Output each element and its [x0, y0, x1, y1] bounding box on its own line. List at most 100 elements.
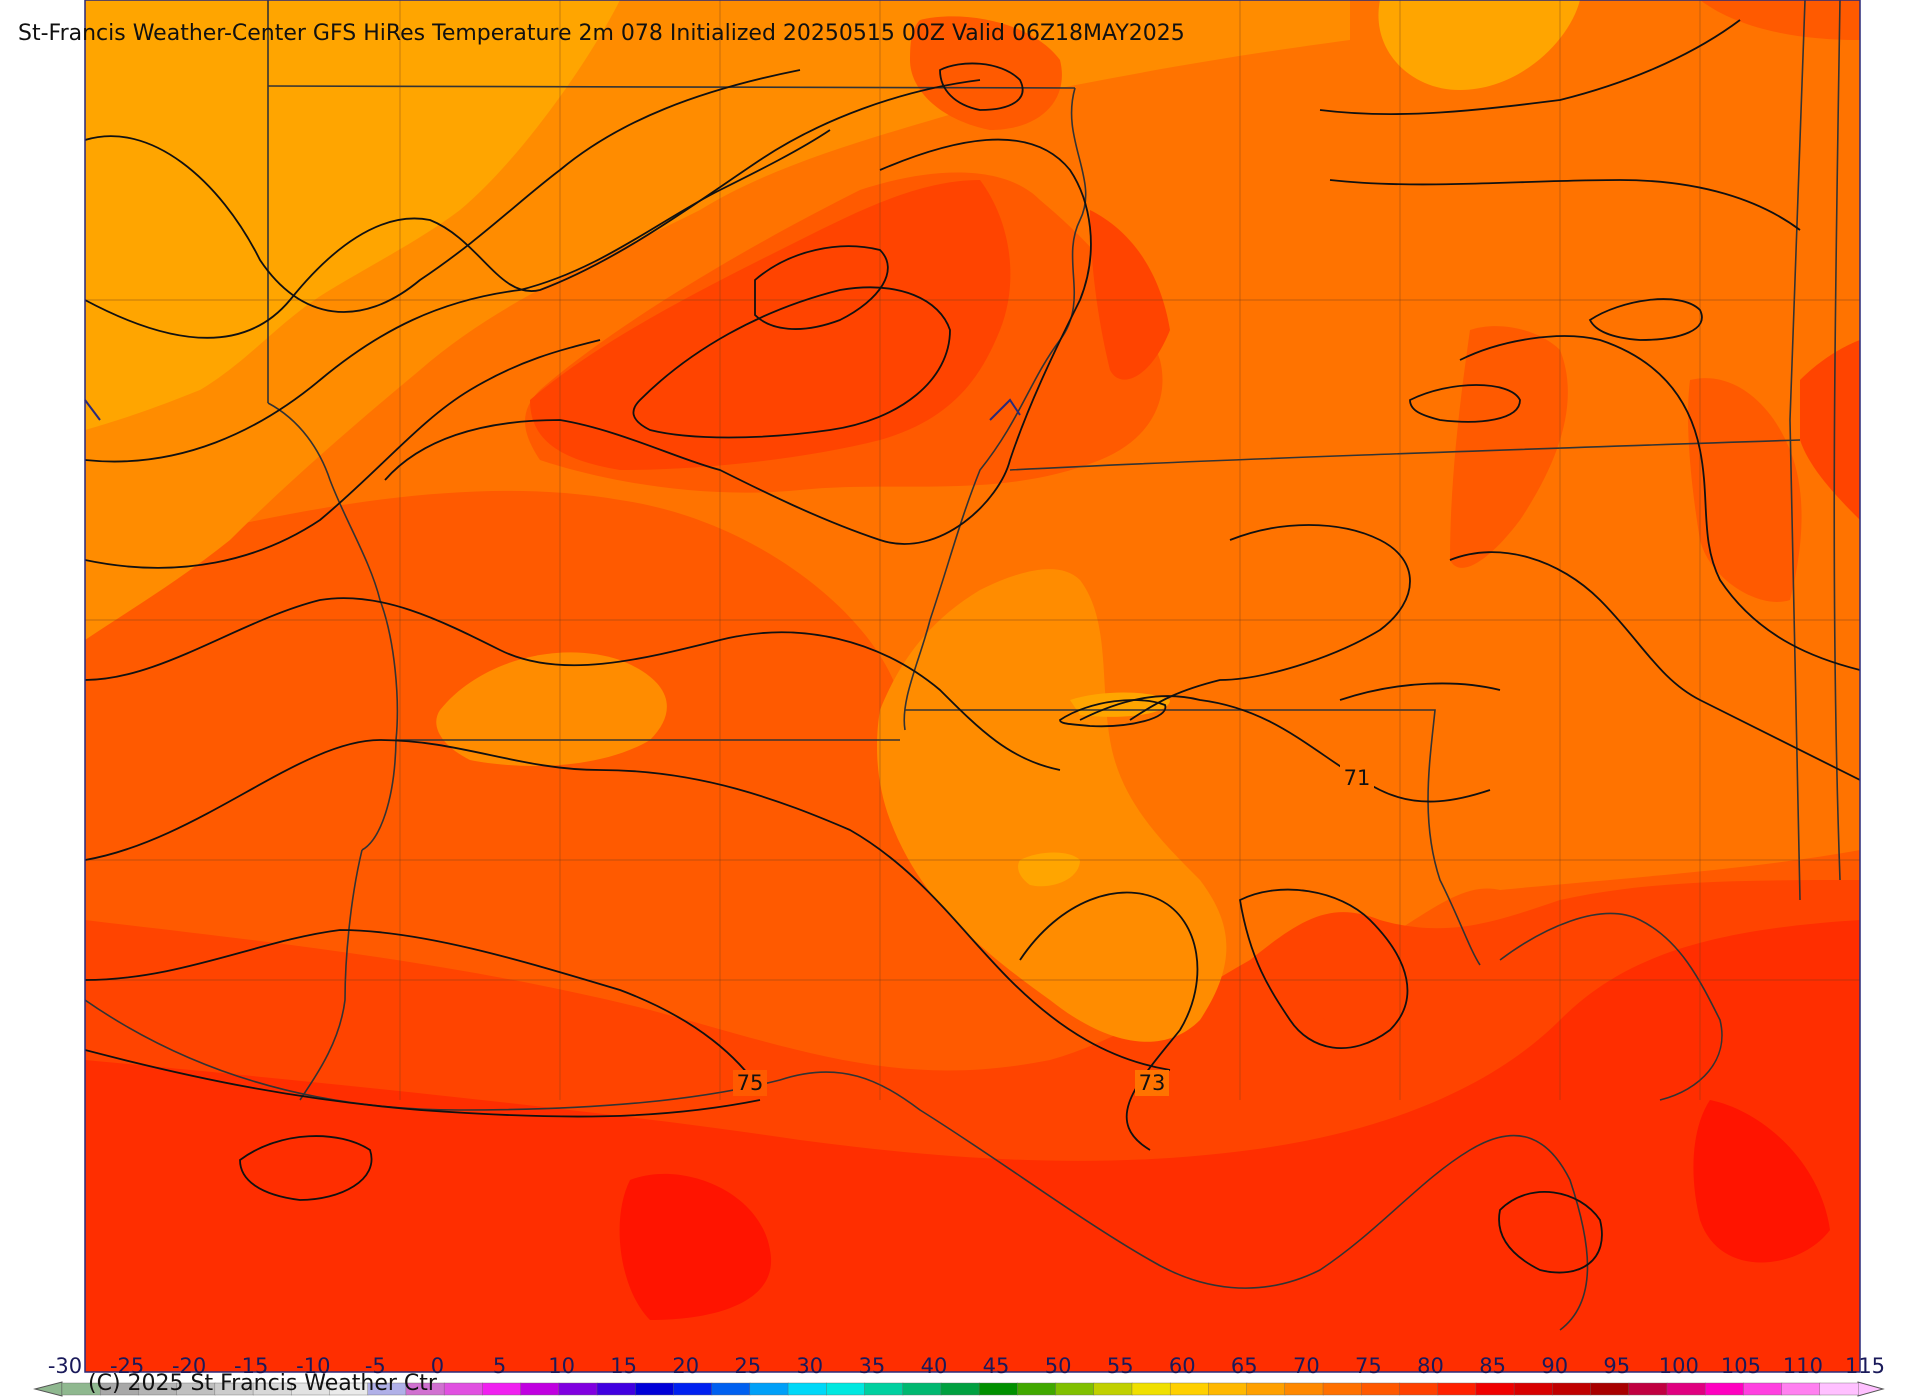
border-ms-al — [1789, 0, 1806, 901]
contour-label-71: 71 — [1344, 766, 1371, 790]
legend-tick-label: 55 — [1107, 1354, 1134, 1378]
contour-8 — [85, 929, 761, 1091]
legend-right-arrow — [1857, 1381, 1885, 1397]
contour-11 — [1079, 695, 1491, 803]
contour-19 — [1409, 384, 1521, 423]
contour-21 — [754, 245, 889, 330]
legend-tick-label: 90 — [1541, 1354, 1568, 1378]
legend-tick-label: 35 — [859, 1354, 886, 1378]
legend-tick-label: 60 — [1169, 1354, 1196, 1378]
contour-label-73-bg — [1135, 1070, 1169, 1096]
legend-tick-label: 5 — [493, 1354, 506, 1378]
fill-ms-68 — [877, 569, 1227, 1042]
fill-south-76 — [85, 920, 1860, 1372]
fill-east-72b — [1688, 378, 1802, 602]
legend-tick-label: -10 — [296, 1354, 330, 1378]
border-tn — [1009, 439, 1801, 471]
legend-left-arrow — [33, 1381, 63, 1397]
contour-26 — [1339, 682, 1501, 701]
contour-16 — [1319, 19, 1741, 116]
legend-tick-label: 10 — [548, 1354, 575, 1378]
border-al-ga — [1833, 0, 1841, 881]
fill-ms-66 — [1018, 852, 1080, 887]
legend-swatch — [787, 1382, 827, 1396]
legend-swatch — [864, 1382, 904, 1396]
county-grid-b — [399, 0, 1701, 1100]
legend-swatch — [596, 1382, 636, 1396]
contour-18 — [1588, 298, 1703, 341]
contour-5 — [384, 138, 1092, 545]
legend-swatch — [558, 1382, 598, 1396]
legend-swatch — [1322, 1382, 1362, 1396]
legend-tick-label: -30 — [48, 1354, 82, 1378]
legend-swatch — [1208, 1382, 1248, 1396]
legend-tick-label: -5 — [365, 1354, 386, 1378]
contour-label-group: 71 73 75 — [733, 765, 1374, 1096]
legend-tick-label: 25 — [734, 1354, 761, 1378]
border-la-ms — [905, 709, 1481, 966]
contour-label-71-bg — [1340, 765, 1374, 791]
legend-tick-label: 115 — [1845, 1354, 1885, 1378]
legend-swatch — [978, 1382, 1019, 1396]
legend-tick-label: 100 — [1659, 1354, 1699, 1378]
legend-swatch — [826, 1382, 866, 1396]
legend-swatch — [1819, 1382, 1859, 1396]
legend-swatch — [482, 1382, 522, 1396]
contour-1 — [85, 69, 801, 313]
county-lines — [85, 0, 1860, 1100]
coast-gulf — [85, 912, 1723, 1331]
contour-label-75: 75 — [737, 1071, 764, 1095]
legend-tick-label: 15 — [610, 1354, 637, 1378]
legend-tick-label: 30 — [796, 1354, 823, 1378]
contour-24 — [1498, 1190, 1603, 1274]
legend-swatch — [1399, 1382, 1439, 1396]
legend-swatch — [1590, 1382, 1630, 1396]
legend-tick-label: 0 — [431, 1354, 444, 1378]
fill-south-78b — [1693, 1100, 1830, 1263]
border-mo-ar — [267, 85, 1076, 89]
border-tx-la — [299, 849, 363, 1101]
fill-nw-66 — [85, 0, 620, 430]
legend-swatch — [1513, 1382, 1553, 1396]
contour-10 — [1129, 524, 1411, 721]
border-ok-ar — [267, 402, 399, 851]
legend-tick-label: 75 — [1355, 1354, 1382, 1378]
legend-tick-label: -15 — [234, 1354, 268, 1378]
contour-label-75-bg — [733, 1070, 767, 1096]
wind-barb-1 — [989, 398, 1021, 421]
legend-swatch — [1743, 1382, 1783, 1396]
contour-15 — [1459, 335, 1860, 671]
legend-swatch — [1475, 1382, 1515, 1396]
wind-barb-2 — [84, 399, 101, 421]
legend-swatch — [1781, 1382, 1821, 1396]
contour-label-73: 73 — [1139, 1071, 1166, 1095]
legend-swatch — [1704, 1382, 1745, 1396]
legend-swatch — [1169, 1382, 1210, 1396]
legend-swatch — [673, 1382, 713, 1396]
legend-swatches — [61, 1382, 1859, 1396]
map-frame — [84, 0, 1861, 1373]
legend-swatch — [1361, 1382, 1401, 1396]
legend-swatch — [1246, 1382, 1286, 1396]
legend-swatch — [1093, 1382, 1133, 1396]
legend-swatch — [1437, 1382, 1477, 1396]
legend-tick-label: 40 — [921, 1354, 948, 1378]
legend-tick-label: 80 — [1417, 1354, 1444, 1378]
legend-tick-label: -25 — [110, 1354, 144, 1378]
contour-17 — [1329, 179, 1801, 231]
contour-3 — [85, 129, 831, 463]
fill-tx-68 — [436, 652, 667, 766]
fill-east-72 — [1450, 326, 1568, 568]
contour-13 — [1239, 888, 1409, 1050]
legend-tick-label: 85 — [1479, 1354, 1506, 1378]
fill-fl-74 — [1297, 928, 1412, 1030]
color-legend: -30 -25 -20 -15 -10 -5 0 5 10 15 20 25 30 35 40 45 50 55 6… — [33, 1354, 1885, 1397]
legend-ticks: -30 -25 -20 -15 -10 -5 0 5 10 15 20 25 30 35 40 45 50 55 6… — [48, 1354, 1885, 1378]
contour-20 — [939, 62, 1024, 111]
legend-swatch — [1284, 1382, 1324, 1396]
legend-swatch — [902, 1382, 942, 1396]
contour-23 — [1059, 699, 1167, 728]
contour-25 — [239, 1135, 373, 1201]
legend-swatch — [1017, 1382, 1057, 1396]
fill-ne-74 — [1700, 0, 1860, 40]
